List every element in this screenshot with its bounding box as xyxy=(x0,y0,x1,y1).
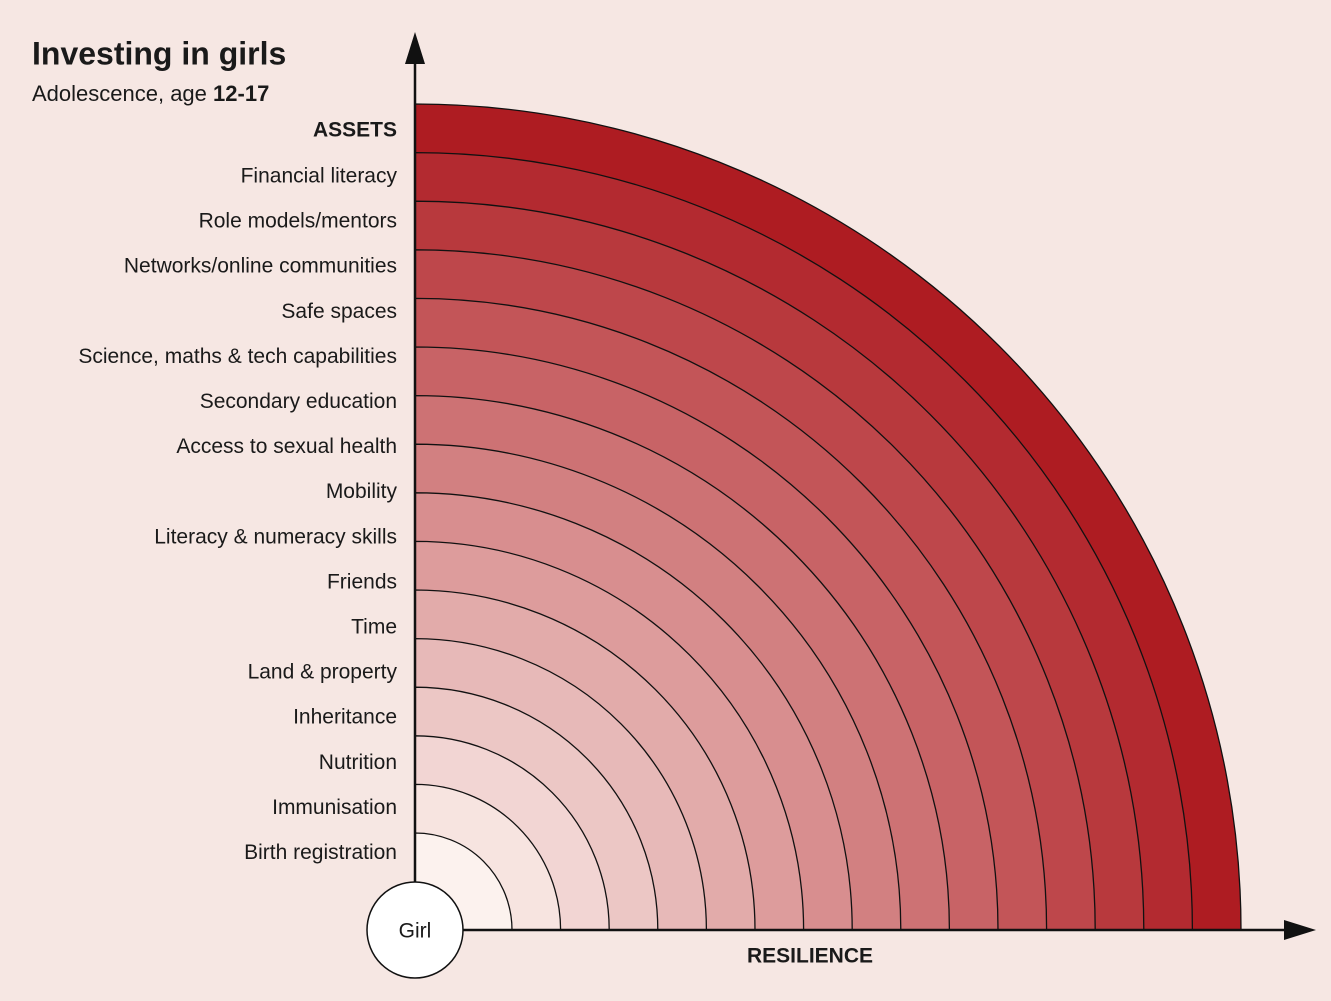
asset-label: Access to sexual health xyxy=(176,435,397,458)
asset-label: Science, maths & tech capabilities xyxy=(78,345,397,368)
y-axis-label: ASSETS xyxy=(313,119,397,142)
asset-label: Literacy & numeracy skills xyxy=(154,525,397,548)
asset-label: Role models/mentors xyxy=(199,210,397,233)
asset-labels: Financial literacy Role models/mentors Net… xyxy=(78,165,397,865)
asset-label: Birth registration xyxy=(244,841,397,864)
asset-label: Networks/online communities xyxy=(124,255,397,278)
asset-label: Friends xyxy=(327,570,397,593)
asset-label: Financial literacy xyxy=(241,165,398,188)
asset-label: Time xyxy=(351,616,397,639)
center-circle xyxy=(366,881,464,979)
x-axis-arrow xyxy=(1284,920,1316,940)
subtitle-text: Adolescence, age xyxy=(32,81,207,106)
x-axis-label: RESILIENCE xyxy=(747,945,873,968)
rings xyxy=(414,103,1242,931)
asset-label: Safe spaces xyxy=(281,300,397,323)
asset-label: Secondary education xyxy=(200,390,397,413)
asset-label: Mobility xyxy=(326,480,398,503)
asset-label: Immunisation xyxy=(272,796,397,819)
asset-label: Land & property xyxy=(248,661,398,684)
center-label: Girl xyxy=(399,920,432,943)
y-axis-arrow xyxy=(405,32,425,64)
subtitle: Adolescence, age 12-17 xyxy=(32,81,269,106)
subtitle-age: 12-17 xyxy=(213,81,269,106)
asset-label: Inheritance xyxy=(293,706,397,729)
asset-label: Nutrition xyxy=(319,751,397,774)
title: Investing in girls xyxy=(32,35,286,71)
